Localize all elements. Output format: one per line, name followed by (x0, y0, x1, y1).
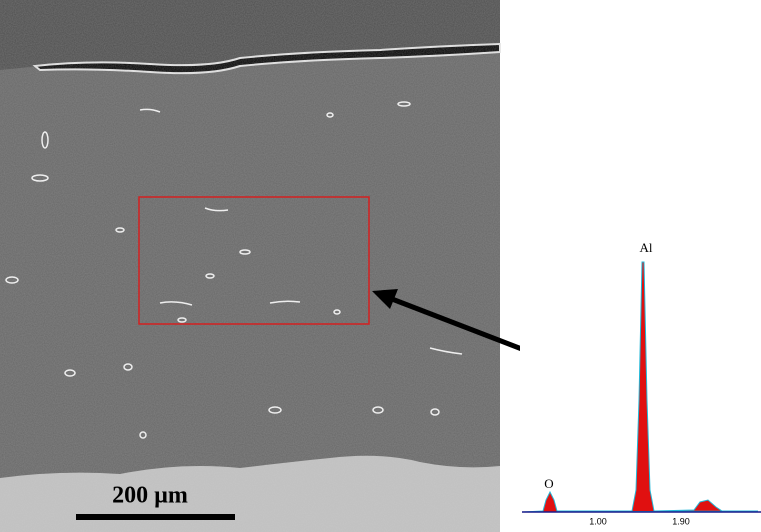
eds-spectrum: O Al 1.00 1.90 (520, 228, 761, 532)
scale-bar-label: 200 µm (112, 483, 188, 509)
peak-label: Al (640, 240, 653, 255)
texture (0, 0, 500, 532)
spectrum-peaks (521, 261, 759, 513)
selection-box (138, 196, 370, 325)
x-tick-label: 1.00 (589, 516, 607, 526)
particles (5, 101, 463, 439)
x-tick-label: 1.90 (672, 516, 690, 526)
sem-micrograph: 200 µm (0, 0, 501, 532)
peak-label: O (544, 476, 553, 491)
